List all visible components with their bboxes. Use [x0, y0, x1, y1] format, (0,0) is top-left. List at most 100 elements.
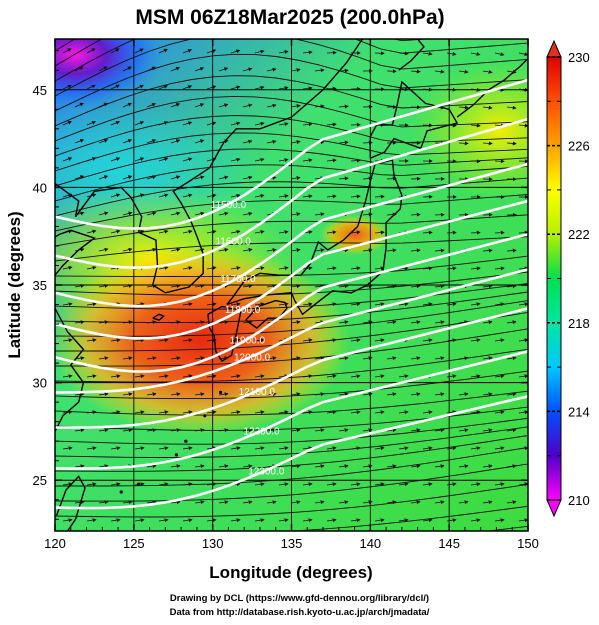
wind-arrow — [386, 392, 397, 397]
wind-arrow — [194, 284, 205, 289]
yellow-band-east — [410, 60, 528, 200]
wind-arrow — [158, 193, 169, 198]
wind-arrow — [494, 338, 505, 343]
wind-arrow — [338, 356, 349, 361]
colorbar-tick-label: 210 — [568, 493, 590, 508]
wind-arrow — [494, 230, 505, 235]
wind-arrow — [110, 157, 121, 162]
wind-arrow — [494, 446, 505, 451]
wind-arrow — [206, 374, 217, 379]
wind-arrow — [170, 139, 181, 144]
wind-arrow — [302, 482, 313, 487]
wind-arrow — [194, 320, 205, 325]
wind-arrow — [254, 193, 265, 198]
wind-arrow — [446, 482, 457, 487]
wind-arrow — [206, 121, 217, 126]
wind-arrow — [482, 392, 493, 397]
wind-arrow — [326, 230, 337, 235]
streamline — [55, 446, 528, 487]
wind-arrow — [98, 500, 109, 505]
y-tick-label: 35 — [33, 278, 47, 293]
wind-arrow — [170, 284, 181, 289]
y-tick-label: 30 — [33, 376, 47, 391]
wind-arrow — [422, 338, 433, 343]
wind-arrow — [290, 356, 301, 361]
wind-arrow — [254, 410, 265, 415]
wind-arrow — [230, 302, 241, 307]
chart-title: MSM 06Z18Mar2025 (200.0hPa) — [135, 6, 444, 29]
wind-arrow — [470, 446, 481, 451]
height-contour — [55, 268, 528, 394]
wind-arrow — [386, 284, 397, 289]
wind-arrow — [242, 175, 253, 180]
wind-arrow — [362, 248, 373, 253]
wind-arrow — [158, 338, 169, 343]
wind-arrow — [158, 446, 169, 451]
wind-arrow — [458, 69, 469, 74]
island-marker — [184, 439, 188, 443]
wind-arrow — [398, 482, 409, 487]
wind-arrow — [62, 229, 73, 234]
wind-arrow — [326, 446, 337, 451]
coastline-jeju — [152, 313, 166, 321]
wind-arrow — [230, 446, 241, 451]
wind-arrow — [326, 194, 337, 199]
wind-arrow — [314, 356, 325, 361]
wind-arrow — [242, 284, 253, 289]
wind-arrow — [206, 518, 217, 523]
wind-arrow — [74, 102, 84, 108]
wind-arrow — [470, 52, 481, 56]
wind-arrow — [482, 500, 493, 505]
wind-arrow — [146, 284, 157, 289]
contour-label: 11500.0 — [211, 200, 247, 211]
wind-arrow — [494, 482, 505, 487]
wind-arrow — [470, 374, 481, 379]
wind-arrow — [326, 86, 337, 91]
wind-arrow — [230, 518, 241, 523]
wind-arrow — [326, 338, 337, 343]
wind-arrow — [410, 248, 421, 253]
wind-arrow — [339, 538, 348, 539]
wind-arrow — [315, 538, 324, 539]
wind-arrow — [374, 266, 385, 271]
wind-arrow — [110, 120, 121, 126]
wind-arrow — [386, 176, 397, 181]
wind-arrow — [158, 121, 169, 126]
wind-arrow — [206, 410, 217, 415]
wind-arrow — [266, 392, 277, 397]
wind-arrow — [302, 302, 313, 307]
wind-arrow — [62, 410, 73, 415]
wind-arrow — [218, 139, 229, 144]
wind-arrow — [110, 410, 121, 415]
wind-arrow — [398, 446, 409, 451]
wind-arrow — [110, 446, 121, 451]
wind-arrow — [374, 338, 385, 343]
wind-arrow — [470, 87, 481, 92]
wind-arrow — [98, 428, 109, 433]
wind-arrow — [134, 121, 145, 126]
wind-arrow — [278, 482, 289, 487]
height-contour — [55, 232, 528, 373]
wind-arrow — [278, 158, 289, 163]
wind-arrow — [410, 69, 421, 74]
wind-arrow — [206, 229, 217, 234]
height-contours — [55, 78, 528, 510]
y-axis-label: Latitude (degrees) — [5, 211, 24, 358]
wind-arrow — [218, 392, 229, 397]
wind-arrow — [110, 518, 121, 523]
wind-arrow — [410, 212, 421, 217]
wind-arrow — [98, 139, 109, 144]
wind-arrow — [422, 410, 433, 415]
x-tick-label: 140 — [359, 536, 381, 551]
wind-arrow — [254, 85, 265, 90]
wind-arrow — [266, 428, 277, 433]
wind-arrow — [182, 374, 193, 379]
wind-arrow — [206, 338, 217, 343]
wind-arrow — [531, 502, 540, 503]
wind-arrow — [158, 410, 169, 415]
coastline-sakhalin — [398, 39, 425, 71]
wind-arrow — [458, 392, 469, 397]
wind-arrow — [434, 356, 445, 361]
wind-arrow — [267, 538, 276, 539]
wind-arrow — [243, 538, 252, 539]
